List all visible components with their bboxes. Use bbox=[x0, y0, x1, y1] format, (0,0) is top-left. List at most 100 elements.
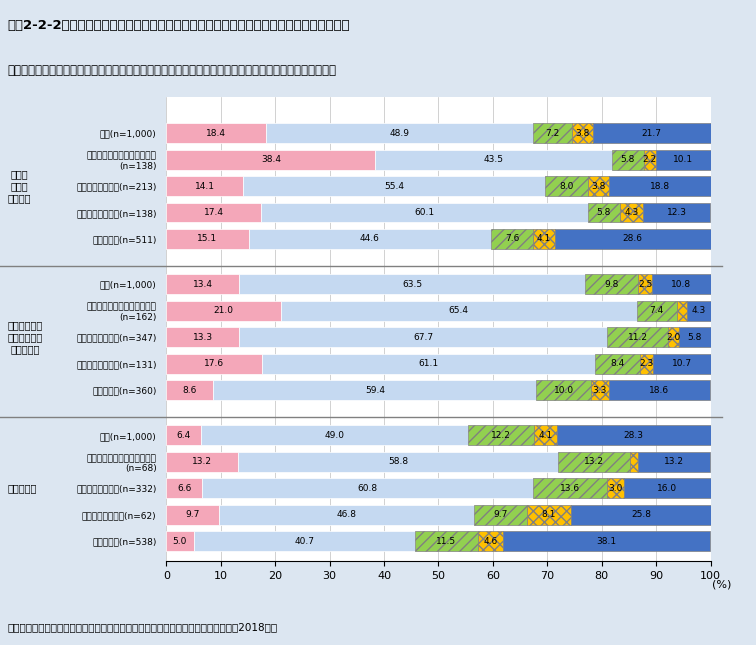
Text: 15.1: 15.1 bbox=[197, 235, 218, 243]
Bar bbox=[166, 426, 201, 445]
Text: 11.5: 11.5 bbox=[436, 537, 457, 546]
Text: 5.8: 5.8 bbox=[688, 333, 702, 342]
Bar bbox=[468, 426, 534, 445]
Bar bbox=[166, 150, 375, 170]
Bar bbox=[572, 123, 593, 143]
Text: 9.7: 9.7 bbox=[185, 510, 200, 519]
Bar bbox=[166, 301, 280, 321]
Bar bbox=[166, 531, 194, 551]
Text: 44.6: 44.6 bbox=[360, 235, 380, 243]
Text: 4.1: 4.1 bbox=[537, 235, 551, 243]
Text: 55.4: 55.4 bbox=[384, 182, 404, 190]
Bar bbox=[555, 229, 711, 249]
Text: 図表2-2-2　育児・介護の経験別　障害や病気で困っている人を助けることについての意識: 図表2-2-2 育児・介護の経験別 障害や病気で困っている人を助けることについて… bbox=[8, 19, 350, 32]
Text: 2.2: 2.2 bbox=[643, 155, 657, 164]
Text: 資料：厚生労働省政策統括官付政策評価官室委託「自立支援に関する意識調査」（2018年）: 資料：厚生労働省政策統括官付政策評価官室委託「自立支援に関する意識調査」（201… bbox=[8, 622, 277, 632]
Text: 5.8: 5.8 bbox=[621, 155, 635, 164]
Text: 61.1: 61.1 bbox=[418, 359, 438, 368]
Bar bbox=[533, 479, 607, 499]
Bar bbox=[166, 479, 203, 499]
Text: 46.8: 46.8 bbox=[336, 510, 357, 519]
Text: 13.2: 13.2 bbox=[584, 457, 604, 466]
Bar bbox=[620, 203, 643, 223]
Bar bbox=[474, 505, 527, 525]
Text: 身近に障害や
病気を有する
者がいる者: 身近に障害や 病気を有する 者がいる者 bbox=[8, 321, 43, 354]
Bar bbox=[478, 531, 503, 551]
Text: 17.6: 17.6 bbox=[204, 359, 225, 368]
Text: その他の者: その他の者 bbox=[8, 483, 37, 493]
Text: 3.8: 3.8 bbox=[591, 182, 606, 190]
Bar bbox=[239, 274, 585, 294]
Text: 58.8: 58.8 bbox=[388, 457, 408, 466]
Bar bbox=[203, 479, 533, 499]
Text: 9.8: 9.8 bbox=[604, 280, 618, 289]
Text: 21.7: 21.7 bbox=[642, 128, 662, 137]
Text: 28.6: 28.6 bbox=[623, 235, 643, 243]
Text: 10.8: 10.8 bbox=[671, 280, 691, 289]
Text: 4.3: 4.3 bbox=[624, 208, 639, 217]
Text: 21.0: 21.0 bbox=[213, 306, 234, 315]
Bar bbox=[588, 203, 620, 223]
Text: 8.6: 8.6 bbox=[182, 386, 197, 395]
Text: 28.3: 28.3 bbox=[624, 431, 643, 440]
Bar bbox=[643, 203, 710, 223]
Bar bbox=[527, 505, 571, 525]
Bar bbox=[679, 327, 711, 347]
Bar bbox=[534, 426, 556, 445]
Text: 25.8: 25.8 bbox=[631, 510, 651, 519]
Bar bbox=[643, 150, 655, 170]
Text: 14.1: 14.1 bbox=[195, 182, 215, 190]
Text: 3.3: 3.3 bbox=[593, 386, 607, 395]
Text: 59.4: 59.4 bbox=[365, 386, 385, 395]
Text: 4.3: 4.3 bbox=[692, 306, 706, 315]
Text: 2.0: 2.0 bbox=[667, 333, 680, 342]
Text: 16.0: 16.0 bbox=[657, 484, 677, 493]
Text: 49.0: 49.0 bbox=[324, 431, 345, 440]
Text: 18.4: 18.4 bbox=[206, 128, 226, 137]
Bar bbox=[637, 301, 677, 321]
Bar bbox=[652, 274, 711, 294]
Bar bbox=[585, 274, 638, 294]
Text: 【設問】あなたの居住地や職場に障害や病気を抱えていて困っている人がいたら助けたいと思いますか。: 【設問】あなたの居住地や職場に障害や病気を抱えていて困っている人がいたら助けたい… bbox=[8, 64, 336, 77]
Bar bbox=[533, 123, 572, 143]
Bar bbox=[194, 531, 415, 551]
Text: 60.1: 60.1 bbox=[414, 208, 435, 217]
Bar bbox=[556, 426, 711, 445]
Text: 48.9: 48.9 bbox=[389, 128, 410, 137]
Bar bbox=[262, 353, 595, 373]
Bar bbox=[612, 150, 643, 170]
Text: 10.1: 10.1 bbox=[673, 155, 693, 164]
Text: 7.2: 7.2 bbox=[545, 128, 559, 137]
Text: 43.5: 43.5 bbox=[484, 155, 503, 164]
Text: 13.3: 13.3 bbox=[193, 333, 212, 342]
Bar bbox=[166, 229, 249, 249]
Text: 65.4: 65.4 bbox=[448, 306, 469, 315]
Text: 18.8: 18.8 bbox=[650, 182, 670, 190]
Bar bbox=[677, 301, 687, 321]
Bar bbox=[375, 150, 612, 170]
Bar bbox=[266, 123, 533, 143]
Text: 40.7: 40.7 bbox=[294, 537, 314, 546]
Bar bbox=[201, 426, 468, 445]
Bar bbox=[243, 176, 544, 196]
Bar bbox=[668, 327, 679, 347]
Bar bbox=[415, 531, 478, 551]
Text: 2.3: 2.3 bbox=[640, 359, 654, 368]
Text: 12.3: 12.3 bbox=[667, 208, 686, 217]
Text: 10.7: 10.7 bbox=[672, 359, 692, 368]
Text: 63.5: 63.5 bbox=[402, 280, 422, 289]
Bar bbox=[261, 203, 588, 223]
Text: 8.4: 8.4 bbox=[610, 359, 624, 368]
Text: 6.6: 6.6 bbox=[177, 484, 191, 493]
Bar bbox=[638, 274, 652, 294]
Text: 3.8: 3.8 bbox=[575, 128, 590, 137]
Bar bbox=[630, 452, 638, 472]
Bar bbox=[537, 380, 591, 400]
Bar bbox=[219, 505, 474, 525]
Bar bbox=[544, 176, 588, 196]
Bar bbox=[609, 176, 711, 196]
Text: 17.4: 17.4 bbox=[203, 208, 224, 217]
Text: 13.6: 13.6 bbox=[560, 484, 581, 493]
Bar bbox=[503, 531, 710, 551]
Bar bbox=[591, 380, 609, 400]
